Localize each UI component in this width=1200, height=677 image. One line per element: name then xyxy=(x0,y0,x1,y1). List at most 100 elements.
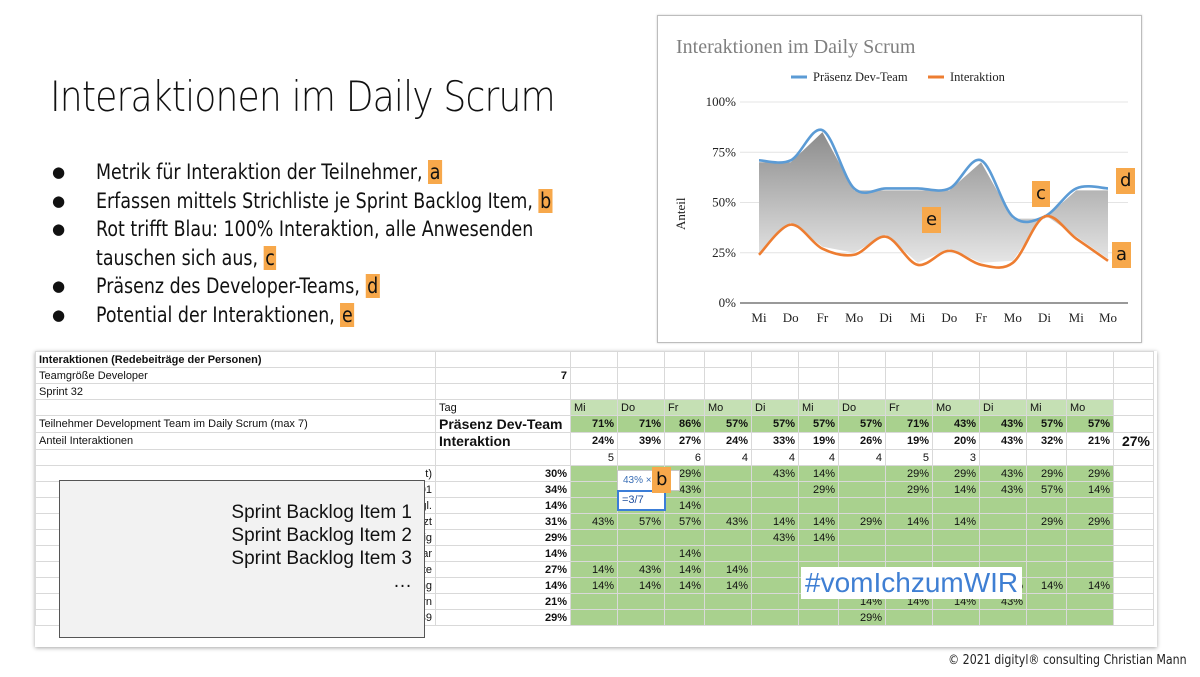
table-cell[interactable] xyxy=(570,545,618,562)
table-cell[interactable]: 57% xyxy=(751,415,799,433)
table-cell[interactable]: 29% xyxy=(932,465,980,482)
table-cell[interactable]: 14% xyxy=(751,513,799,530)
table-cell[interactable]: Fr xyxy=(885,399,933,416)
table-cell[interactable]: 6 xyxy=(664,449,705,466)
table-cell[interactable]: 4 xyxy=(798,449,839,466)
table-cell[interactable]: 43% xyxy=(979,465,1027,482)
table-cell[interactable] xyxy=(979,609,1027,626)
table-cell[interactable]: 57% xyxy=(798,415,839,433)
table-cell[interactable] xyxy=(617,529,665,546)
table-cell[interactable] xyxy=(979,545,1027,562)
table-cell[interactable] xyxy=(1026,449,1067,466)
table-cell[interactable] xyxy=(704,465,752,482)
table-cell[interactable] xyxy=(664,529,705,546)
table-cell[interactable] xyxy=(570,481,618,498)
table-cell[interactable]: 57% xyxy=(838,415,886,433)
table-cell[interactable]: 29% xyxy=(838,513,886,530)
table-cell[interactable] xyxy=(798,545,839,562)
table-cell[interactable]: 26% xyxy=(838,432,886,450)
table-cell[interactable] xyxy=(617,367,665,384)
table-cell[interactable] xyxy=(1066,561,1114,578)
table-cell[interactable]: 14% xyxy=(704,577,752,594)
table-cell[interactable] xyxy=(979,529,1027,546)
table-cell[interactable] xyxy=(1113,577,1154,594)
table-cell[interactable] xyxy=(979,383,1027,400)
table-cell[interactable] xyxy=(1066,529,1114,546)
table-cell[interactable]: 43% xyxy=(751,529,799,546)
table-cell[interactable]: 29% xyxy=(1066,465,1114,482)
table-cell[interactable] xyxy=(664,383,705,400)
table-cell[interactable] xyxy=(1026,609,1067,626)
table-cell[interactable]: 39% xyxy=(617,432,665,450)
table-cell[interactable] xyxy=(751,367,799,384)
table-cell[interactable]: 21% xyxy=(435,593,571,610)
table-cell[interactable]: 5 xyxy=(570,449,618,466)
table-cell[interactable]: 29% xyxy=(1026,513,1067,530)
table-cell[interactable] xyxy=(1066,593,1114,610)
table-cell[interactable]: 43% xyxy=(979,432,1027,450)
table-cell[interactable] xyxy=(570,465,618,482)
table-cell[interactable]: Mo xyxy=(704,399,752,416)
table-cell[interactable]: 20% xyxy=(932,432,980,450)
table-cell[interactable] xyxy=(1066,367,1114,384)
table-cell[interactable] xyxy=(1026,383,1067,400)
table-cell[interactable]: Mi xyxy=(1026,399,1067,416)
table-cell[interactable] xyxy=(435,449,571,466)
table-cell[interactable] xyxy=(751,593,799,610)
table-cell[interactable] xyxy=(798,497,839,514)
table-cell[interactable] xyxy=(1113,383,1154,400)
table-cell[interactable]: Teamgröße Developer xyxy=(35,367,436,384)
table-cell[interactable] xyxy=(1113,415,1154,433)
table-cell[interactable] xyxy=(798,351,839,368)
table-cell[interactable] xyxy=(885,497,933,514)
table-cell[interactable]: 43% xyxy=(704,513,752,530)
table-cell[interactable]: 14% xyxy=(798,513,839,530)
table-cell[interactable]: 30% xyxy=(435,465,571,482)
table-cell[interactable] xyxy=(1113,561,1154,578)
table-cell[interactable] xyxy=(617,593,665,610)
table-cell[interactable]: 29% xyxy=(798,481,839,498)
table-cell[interactable] xyxy=(664,351,705,368)
table-cell[interactable]: 27% xyxy=(435,561,571,578)
table-cell[interactable] xyxy=(704,593,752,610)
table-cell[interactable]: 57% xyxy=(664,513,705,530)
table-cell[interactable]: Mo xyxy=(1066,399,1114,416)
table-cell[interactable] xyxy=(617,609,665,626)
table-cell[interactable]: 14% xyxy=(932,513,980,530)
table-cell[interactable] xyxy=(838,351,886,368)
table-cell[interactable]: 43% xyxy=(751,465,799,482)
table-cell[interactable]: 43% xyxy=(932,415,980,433)
table-cell[interactable] xyxy=(979,513,1027,530)
table-cell[interactable] xyxy=(1066,383,1114,400)
table-cell[interactable] xyxy=(1113,497,1154,514)
table-cell[interactable]: Mi xyxy=(798,399,839,416)
table-cell[interactable] xyxy=(751,545,799,562)
table-cell[interactable] xyxy=(838,497,886,514)
table-cell[interactable] xyxy=(1066,545,1114,562)
table-cell[interactable]: 14% xyxy=(664,577,705,594)
table-cell[interactable]: 29% xyxy=(1066,513,1114,530)
table-cell[interactable] xyxy=(979,367,1027,384)
active-cell-formula[interactable]: =3/7 xyxy=(617,490,666,511)
table-cell[interactable]: 19% xyxy=(798,432,839,450)
table-cell[interactable]: 3 xyxy=(932,449,980,466)
table-cell[interactable]: 33% xyxy=(751,432,799,450)
table-cell[interactable]: 14% xyxy=(1026,577,1067,594)
table-cell[interactable] xyxy=(979,449,1027,466)
table-cell[interactable]: 29% xyxy=(435,529,571,546)
table-cell[interactable]: Mi xyxy=(570,399,618,416)
table-cell[interactable]: 57% xyxy=(617,513,665,530)
table-cell[interactable] xyxy=(979,351,1027,368)
table-cell[interactable] xyxy=(704,545,752,562)
table-cell[interactable] xyxy=(1066,351,1114,368)
table-cell[interactable] xyxy=(664,367,705,384)
table-cell[interactable]: 14% xyxy=(664,545,705,562)
table-cell[interactable] xyxy=(1026,497,1067,514)
table-cell[interactable] xyxy=(932,497,980,514)
table-cell[interactable]: 43% xyxy=(570,513,618,530)
table-cell[interactable] xyxy=(570,497,618,514)
table-cell[interactable] xyxy=(704,497,752,514)
table-cell[interactable] xyxy=(1113,465,1154,482)
table-cell[interactable]: 29% xyxy=(838,609,886,626)
table-cell[interactable] xyxy=(751,561,799,578)
